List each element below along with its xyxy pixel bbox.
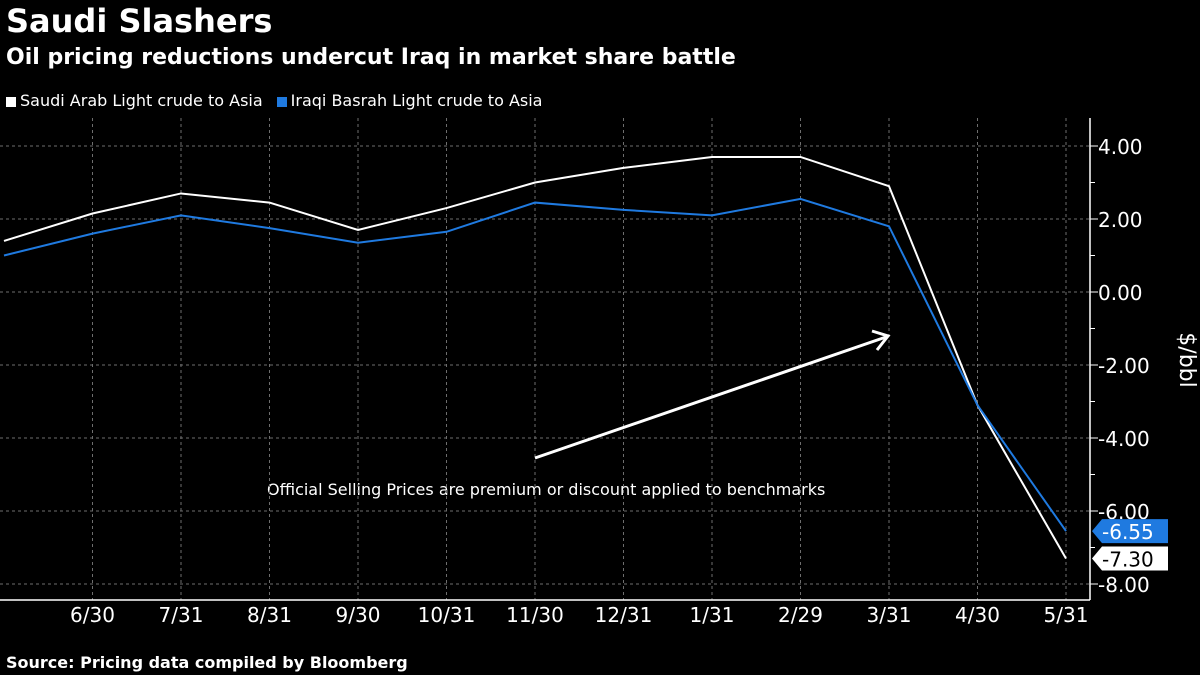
x-tick-label: 10/31 bbox=[418, 603, 476, 627]
legend-label-iraq: Iraqi Basrah Light crude to Asia bbox=[290, 91, 543, 110]
x-tick-label: 5/31 bbox=[1044, 603, 1089, 627]
x-tick-label: 6/30 bbox=[70, 603, 115, 627]
x-tick-label: 1/31 bbox=[690, 603, 735, 627]
x-tick-label: 3/31 bbox=[867, 603, 912, 627]
y-tick-label: -4.00 bbox=[1098, 427, 1150, 451]
legend-swatch-iraq bbox=[276, 96, 287, 107]
x-tick-label: 2/29 bbox=[778, 603, 823, 627]
annotation-arrow bbox=[534, 335, 887, 460]
chart-title: Saudi Slashers bbox=[6, 2, 273, 40]
y-tick-label: 0.00 bbox=[1098, 281, 1143, 305]
last-value-label-saudi: -7.30 bbox=[1102, 547, 1154, 571]
chart-subtitle: Oil pricing reductions undercut Iraq in … bbox=[6, 45, 736, 70]
annotation-text: Official Selling Prices are premium or d… bbox=[267, 480, 825, 499]
last-value-badge-saudi bbox=[1092, 546, 1168, 571]
x-tick-label: 11/30 bbox=[506, 603, 564, 627]
last-value-label-iraq: -6.55 bbox=[1102, 520, 1154, 544]
y-tick-label: 2.00 bbox=[1098, 208, 1143, 232]
legend-swatch-saudi bbox=[6, 96, 16, 107]
legend-item-saudi: Saudi Arab Light crude to Asia bbox=[6, 91, 263, 110]
x-tick-label: 9/30 bbox=[336, 603, 381, 627]
y-tick-label: -8.00 bbox=[1098, 573, 1150, 597]
annotation-arrowhead bbox=[871, 329, 891, 351]
legend: Saudi Arab Light crude to Asia Iraqi Bas… bbox=[6, 91, 542, 110]
x-tick-label: 7/31 bbox=[159, 603, 204, 627]
y-tick-label: 4.00 bbox=[1098, 135, 1143, 159]
legend-item-iraq: Iraqi Basrah Light crude to Asia bbox=[276, 91, 543, 110]
x-tick-label: 4/30 bbox=[955, 603, 1000, 627]
y-tick-label: -2.00 bbox=[1098, 354, 1150, 378]
y-axis-label: $/bbl bbox=[1174, 332, 1199, 387]
source-note: Source: Pricing data compiled by Bloombe… bbox=[6, 653, 408, 672]
x-tick-label: 12/31 bbox=[595, 603, 653, 627]
last-value-badge-iraq bbox=[1092, 519, 1168, 544]
legend-label-saudi: Saudi Arab Light crude to Asia bbox=[20, 91, 263, 110]
x-tick-label: 8/31 bbox=[247, 603, 292, 627]
